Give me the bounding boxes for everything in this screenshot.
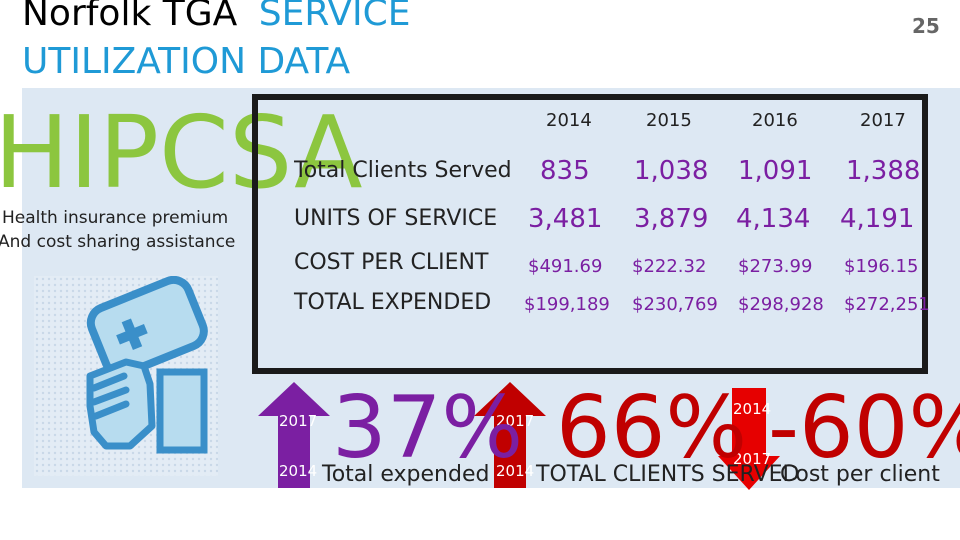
cell-units-2015: 3,879 <box>634 204 709 234</box>
title-org: Norfolk TGA <box>22 0 238 34</box>
cell-cost-2015: $222.32 <box>632 256 707 277</box>
cell-expended-2014: $199,189 <box>524 294 610 315</box>
program-acronym: HIPCSA <box>0 94 363 211</box>
cell-units-2017: 4,191 <box>840 204 915 234</box>
data-table-frame <box>252 94 928 374</box>
highlight2-year-to: 2017 <box>496 412 535 430</box>
highlight3-percent: -60% <box>768 378 960 478</box>
cell-expended-2015: $230,769 <box>632 294 718 315</box>
highlight2-percent: 66% <box>556 378 748 478</box>
row-label-total-clients: Total Clients Served <box>294 158 512 183</box>
highlight1-caption: Total expended <box>322 462 490 487</box>
cell-clients-2016: 1,091 <box>738 156 813 186</box>
up-arrow-icon <box>474 382 546 488</box>
highlight1-year-to: 2017 <box>279 412 318 430</box>
health-insurance-card-hand-icon <box>34 276 218 476</box>
year-header-2016: 2016 <box>752 110 798 131</box>
highlight3-caption: Cost per client <box>780 462 940 487</box>
cell-clients-2017: 1,388 <box>846 156 921 186</box>
up-arrow-icon <box>258 382 330 488</box>
row-label-total-expended: TOTAL EXPENDED <box>294 290 492 315</box>
cell-units-2016: 4,134 <box>736 204 811 234</box>
program-desc-line2: And cost sharing assistance <box>0 232 236 252</box>
cell-cost-2017: $196.15 <box>844 256 919 277</box>
year-header-2014: 2014 <box>546 110 592 131</box>
cell-expended-2016: $298,928 <box>738 294 824 315</box>
page-title-line2: UTILIZATION DATA <box>22 41 351 82</box>
year-header-2015: 2015 <box>646 110 692 131</box>
program-desc-line1: Health insurance premium <box>2 208 229 228</box>
cell-cost-2014: $491.69 <box>528 256 603 277</box>
cell-clients-2014: 835 <box>540 156 590 186</box>
row-label-units-of-service: UNITS OF SERVICE <box>294 206 498 231</box>
page-title-line1: Norfolk TGA SERVICE <box>22 0 411 34</box>
year-header-2017: 2017 <box>860 110 906 131</box>
title-service: SERVICE <box>258 0 411 34</box>
highlight3-year-from: 2014 <box>733 400 772 418</box>
down-arrow-icon <box>718 388 780 490</box>
highlight2-caption: TOTAL CLIENTS SERVED <box>536 462 800 487</box>
cell-clients-2015: 1,038 <box>634 156 709 186</box>
highlight2-year-from: 2014 <box>496 462 535 480</box>
cell-expended-2017: $272,251 <box>844 294 930 315</box>
row-label-cost-per-client: COST PER CLIENT <box>294 250 489 275</box>
highlight3-year-to: 2017 <box>733 450 772 468</box>
highlight1-percent: 37% <box>332 378 524 478</box>
cell-units-2014: 3,481 <box>528 204 603 234</box>
cell-cost-2016: $273.99 <box>738 256 813 277</box>
page-number: 25 <box>912 14 940 38</box>
highlight1-year-from: 2014 <box>279 462 318 480</box>
